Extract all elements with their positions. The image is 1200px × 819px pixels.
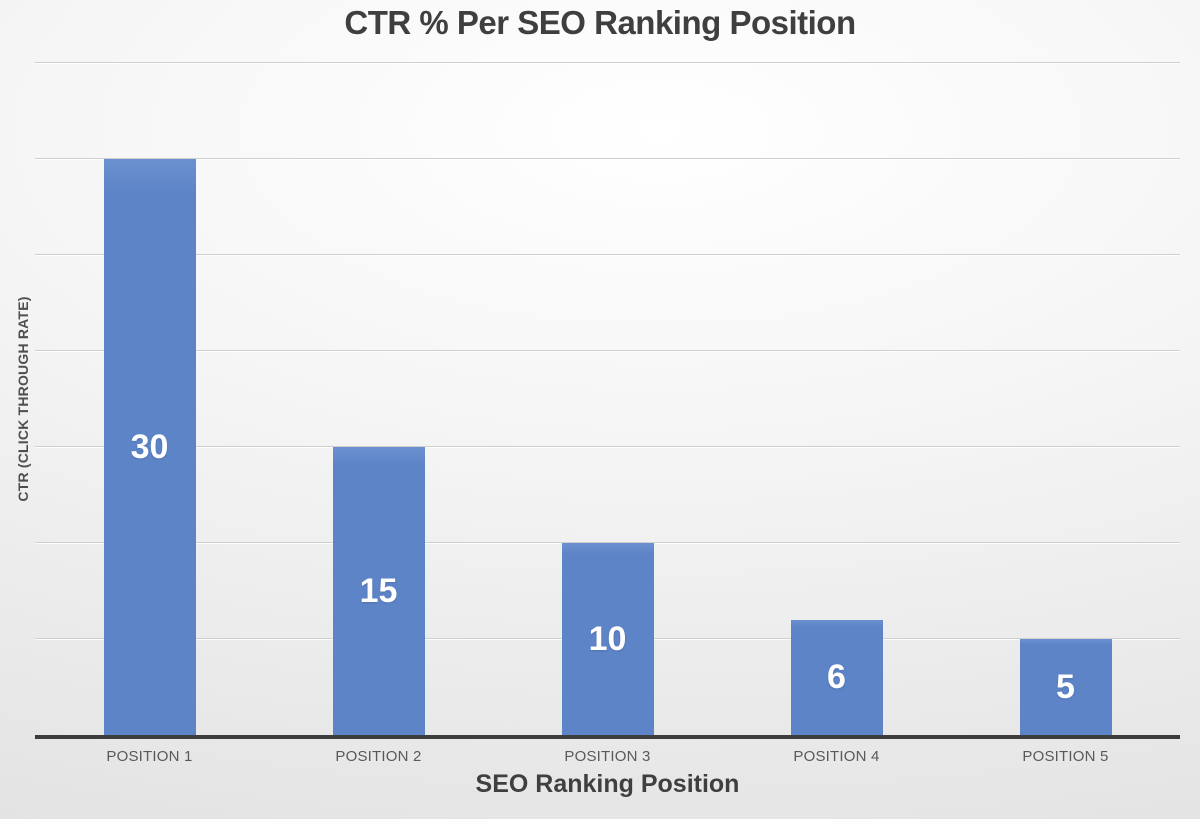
- gridline-y-25: [35, 254, 1180, 255]
- plot-area: 30 15 10 6 5: [35, 62, 1180, 735]
- gridline-y-10: [35, 542, 1180, 543]
- bar-position-4: 6: [790, 619, 883, 735]
- x-axis-line: [35, 735, 1180, 739]
- bar-position-5: 5: [1019, 639, 1112, 735]
- bar-data-label: 15: [359, 571, 398, 610]
- category-label-5: POSITION 5: [1022, 748, 1109, 765]
- bar-position-1: 30: [103, 159, 196, 735]
- category-label-1: POSITION 1: [106, 748, 193, 765]
- chart-title: CTR % Per SEO Ranking Position: [344, 4, 856, 41]
- category-label-2: POSITION 2: [335, 748, 422, 765]
- category-axis: POSITION 1 POSITION 2 POSITION 3 POSITION 4…: [35, 748, 1180, 768]
- category-label-3: POSITION 3: [564, 748, 651, 765]
- y-axis-title: CTR (CLICK THROUGH RATE): [15, 296, 31, 502]
- gridline-y-35: [35, 62, 1180, 63]
- bar-data-label: 10: [588, 619, 627, 658]
- x-axis-title: SEO Ranking Position: [475, 770, 740, 798]
- gridline-y-15: [35, 446, 1180, 447]
- bar-data-label: 6: [827, 657, 846, 696]
- gridline-y-30: [35, 158, 1180, 159]
- gridline-y-20: [35, 350, 1180, 351]
- bar-position-2: 15: [332, 447, 425, 735]
- category-label-4: POSITION 4: [793, 748, 880, 765]
- bar-position-3: 10: [561, 543, 654, 735]
- bar-data-label: 5: [1056, 667, 1075, 706]
- bar-data-label: 30: [130, 427, 169, 466]
